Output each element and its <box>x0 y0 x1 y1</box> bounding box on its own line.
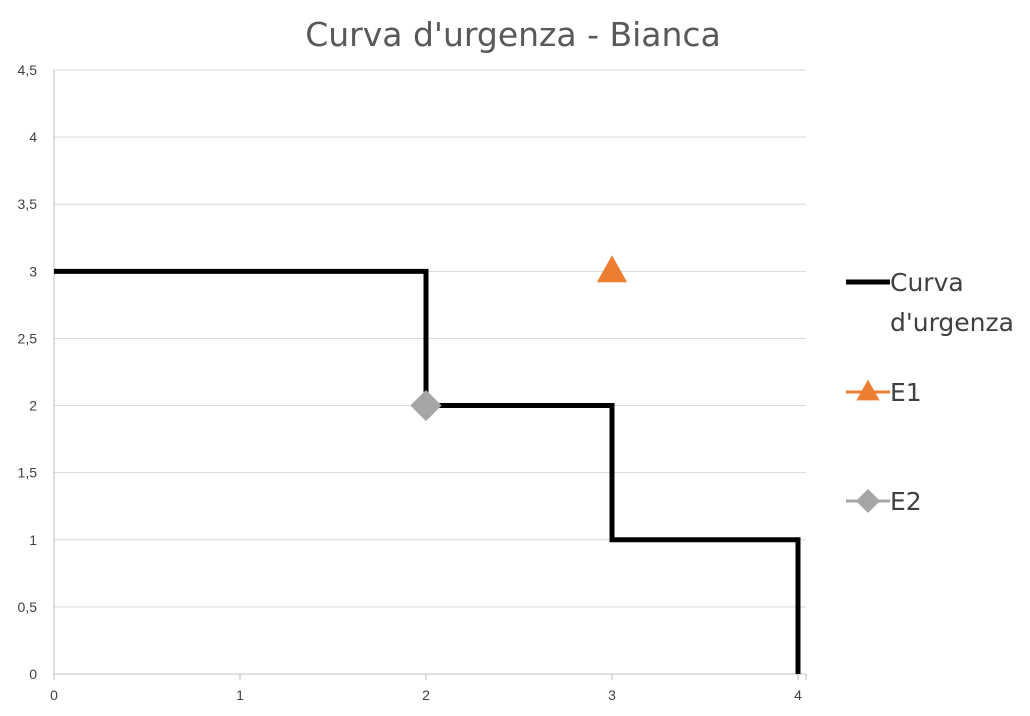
grid <box>54 69 806 608</box>
legend-item-curva-d-urgenza: Curva d'urgenza <box>846 268 1014 337</box>
y-tick-label: 3 <box>29 263 37 279</box>
x-tick-label: 3 <box>608 687 616 703</box>
data-point-e2 <box>410 389 442 422</box>
legend-marker <box>856 489 880 513</box>
plot-area <box>54 255 801 674</box>
y-tick-label: 2,5 <box>18 330 38 346</box>
legend-label: E2 <box>890 487 922 516</box>
y-tick-label: 4 <box>29 129 37 145</box>
legend-label: d'urgenza <box>890 308 1014 337</box>
x-tick-label: 1 <box>236 687 244 703</box>
x-tick-label: 4 <box>794 687 802 703</box>
axes: 0 0,5 1 1,5 2 2,5 3 3,5 4 4,5 0 1 2 3 4 <box>18 62 807 703</box>
legend: Curva d'urgenza E1 E2 <box>846 268 1014 516</box>
legend-item-e2: E2 <box>846 487 922 516</box>
data-point-e1 <box>596 255 628 283</box>
x-tick-label: 0 <box>50 687 58 703</box>
y-tick-label: 4,5 <box>18 62 38 78</box>
y-tick-label: 0 <box>29 666 37 682</box>
y-tick-label: 3,5 <box>18 196 38 212</box>
series-line-curva-urgenza <box>54 268 801 674</box>
y-tick-label: 2 <box>29 398 37 414</box>
legend-marker <box>856 379 880 401</box>
y-tick-label: 0,5 <box>18 599 38 615</box>
legend-label: E1 <box>890 378 922 407</box>
chart-title: Curva d'urgenza - Bianca <box>305 15 721 54</box>
y-tick-label: 1,5 <box>18 465 38 481</box>
x-tick-label: 2 <box>422 687 430 703</box>
legend-item-e1: E1 <box>846 378 922 407</box>
y-tick-label: 1 <box>29 532 37 548</box>
legend-label: Curva <box>890 268 964 297</box>
